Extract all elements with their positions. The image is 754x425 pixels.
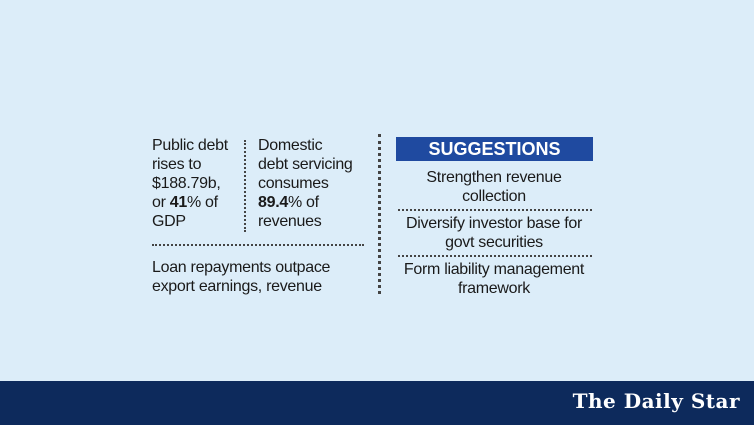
text-fragment: or (152, 194, 170, 211)
suggestion-item: Form liability management framework (392, 260, 596, 298)
domestic-debt-cell: Domestic debt servicing consumes 89.4% o… (258, 136, 370, 231)
suggestion-item: Strengthen revenue collection (392, 168, 596, 206)
dotted-divider (398, 255, 592, 257)
dotted-divider (244, 140, 246, 232)
text-line: GDP (152, 213, 186, 230)
text-line: Diversify investor base for (406, 215, 582, 232)
highlight-value: 41 (169, 194, 188, 211)
brand-logo: The Daily Star (572, 389, 740, 413)
text-line: Domestic (258, 137, 323, 154)
dotted-divider (398, 209, 592, 211)
column-separator (378, 134, 381, 294)
text-line: Form liability management (403, 261, 585, 278)
text-line: collection (462, 188, 526, 205)
text-line: Public debt (152, 137, 228, 154)
text-line: $188.79b, (152, 175, 221, 192)
text-line: revenues (258, 213, 322, 230)
text-line: export earnings, revenue (152, 278, 322, 295)
text-line: Strengthen revenue (426, 169, 562, 186)
suggestion-item: Diversify investor base for govt securit… (392, 214, 596, 252)
text-line: consumes (258, 175, 329, 192)
footer-bar: The Daily Star (0, 381, 754, 425)
dotted-divider (152, 244, 364, 246)
text-fragment: % of (186, 194, 218, 211)
suggestions-heading: SUGGESTIONS (396, 137, 593, 161)
public-debt-cell: Public debt rises to $188.79b, or 41% of… (152, 136, 244, 231)
text-line: 89.4% of (258, 193, 370, 212)
text-line: debt servicing (258, 156, 353, 173)
text-line: Loan repayments outpace (152, 259, 331, 276)
text-line: rises to (152, 156, 202, 173)
text-line: govt securities (445, 234, 543, 251)
text-line: framework (458, 280, 530, 297)
text-fragment: % of (287, 194, 319, 211)
text-line: or 41% of (152, 193, 244, 212)
loan-repayments-cell: Loan repayments outpace export earnings,… (152, 258, 372, 296)
highlight-value: 89.4 (258, 194, 288, 211)
